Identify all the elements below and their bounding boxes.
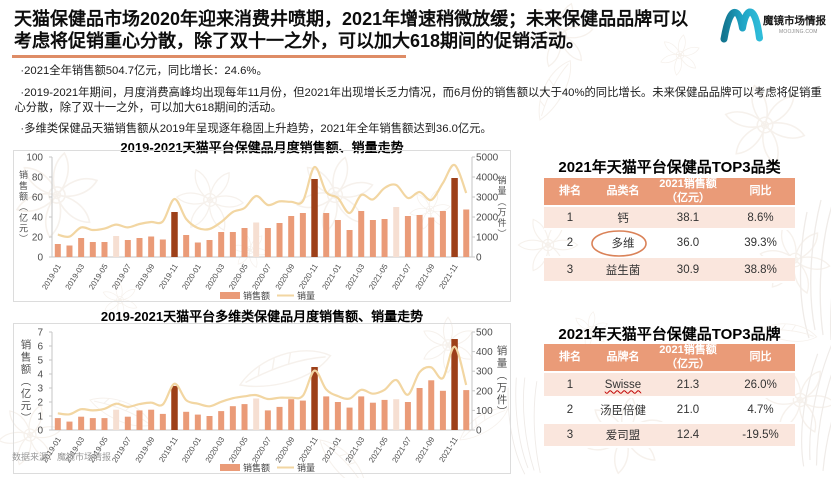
- svg-text:0: 0: [37, 426, 43, 437]
- svg-text:2021-11: 2021-11: [437, 262, 459, 291]
- svg-text:20: 20: [32, 233, 44, 244]
- svg-text:2021-01: 2021-01: [320, 435, 343, 464]
- svg-text:︶: ︶: [19, 234, 28, 244]
- svg-text:︶: ︶: [497, 229, 506, 239]
- svg-text:2020-01: 2020-01: [180, 262, 203, 291]
- svg-text:2021-09: 2021-09: [414, 262, 437, 291]
- svg-text:销量: 销量: [297, 290, 315, 301]
- svg-text:1: 1: [37, 412, 43, 423]
- svg-text:2020-11: 2020-11: [297, 435, 319, 464]
- svg-text:200: 200: [476, 386, 493, 397]
- svg-text:︵: ︵: [21, 376, 32, 388]
- svg-text:2020-05: 2020-05: [227, 262, 250, 292]
- svg-text:2020-03: 2020-03: [204, 262, 227, 291]
- svg-text:2021-07: 2021-07: [390, 435, 413, 464]
- svg-text:2019-07: 2019-07: [110, 435, 133, 464]
- svg-text:万: 万: [497, 208, 506, 218]
- svg-text:5000: 5000: [476, 153, 499, 164]
- svg-text:︶: ︶: [21, 412, 32, 424]
- svg-text:量: 量: [497, 357, 508, 369]
- svg-text:销售额: 销售额: [243, 290, 270, 301]
- svg-text:0: 0: [476, 253, 482, 264]
- svg-text:销: 销: [497, 344, 508, 357]
- svg-text:件: 件: [497, 217, 506, 228]
- svg-text:1000: 1000: [476, 233, 499, 244]
- svg-text:300: 300: [476, 367, 493, 378]
- svg-text:︵: ︵: [497, 370, 508, 382]
- svg-text:2020-11: 2020-11: [297, 262, 319, 291]
- svg-text:2020-03: 2020-03: [204, 435, 227, 464]
- svg-text:销量: 销量: [297, 462, 315, 473]
- svg-text:2019-07: 2019-07: [110, 262, 133, 291]
- svg-text:6: 6: [37, 342, 43, 353]
- svg-text:2019-09: 2019-09: [134, 435, 157, 464]
- svg-text:4: 4: [37, 370, 43, 381]
- svg-text:2021-09: 2021-09: [414, 435, 437, 464]
- svg-text:2019-05: 2019-05: [87, 262, 110, 292]
- svg-text:售: 售: [19, 180, 28, 191]
- svg-text:400: 400: [476, 347, 493, 358]
- svg-text:5: 5: [37, 356, 43, 367]
- svg-text:元: 元: [19, 224, 28, 234]
- svg-text:4000: 4000: [476, 173, 499, 184]
- svg-text:销: 销: [497, 174, 506, 185]
- svg-text:件: 件: [497, 394, 508, 406]
- svg-text:2021-03: 2021-03: [344, 262, 367, 291]
- svg-text:100: 100: [476, 406, 493, 417]
- svg-text:2021-05: 2021-05: [367, 262, 390, 292]
- svg-text:2019-09: 2019-09: [134, 262, 157, 291]
- svg-text:︵: ︵: [497, 197, 506, 207]
- svg-text:3000: 3000: [476, 193, 499, 204]
- svg-text:额: 额: [19, 191, 28, 202]
- svg-text:售: 售: [21, 350, 32, 363]
- svg-text:2019-01: 2019-01: [40, 262, 63, 291]
- svg-text:销: 销: [21, 338, 32, 351]
- svg-text:60: 60: [32, 193, 44, 204]
- svg-text:亿: 亿: [21, 387, 32, 400]
- svg-text:2019-03: 2019-03: [63, 262, 86, 291]
- svg-text:销: 销: [19, 169, 28, 180]
- svg-text:2020-05: 2020-05: [227, 435, 250, 465]
- svg-text:7: 7: [37, 328, 43, 339]
- svg-text:2: 2: [37, 398, 43, 409]
- svg-text:3: 3: [37, 384, 43, 395]
- svg-text:2020-01: 2020-01: [180, 435, 203, 464]
- svg-text:量: 量: [497, 186, 506, 196]
- svg-text:100: 100: [26, 153, 43, 164]
- svg-text:40: 40: [32, 213, 44, 224]
- svg-text:2021-03: 2021-03: [344, 435, 367, 464]
- svg-text:2021-07: 2021-07: [390, 262, 413, 291]
- svg-text:亿: 亿: [19, 212, 28, 223]
- svg-text:销售额: 销售额: [243, 462, 270, 473]
- svg-text:2020-07: 2020-07: [250, 262, 273, 291]
- svg-text:2021-01: 2021-01: [320, 262, 343, 291]
- svg-text:︶: ︶: [497, 406, 508, 418]
- svg-text:0: 0: [476, 426, 482, 437]
- svg-text:500: 500: [476, 328, 493, 339]
- svg-text:2019-11: 2019-11: [157, 262, 179, 291]
- svg-text:2000: 2000: [476, 213, 499, 224]
- svg-text:︵: ︵: [19, 202, 28, 212]
- svg-text:2021-05: 2021-05: [367, 435, 390, 465]
- svg-text:2021-11: 2021-11: [437, 435, 459, 464]
- svg-text:80: 80: [32, 173, 44, 184]
- svg-text:万: 万: [497, 382, 508, 394]
- svg-text:0: 0: [37, 253, 43, 264]
- svg-text:2020-09: 2020-09: [274, 435, 297, 464]
- svg-text:额: 额: [21, 363, 32, 376]
- svg-text:2020-09: 2020-09: [274, 262, 297, 291]
- svg-text:2019-11: 2019-11: [157, 435, 179, 464]
- svg-text:2020-07: 2020-07: [250, 435, 273, 464]
- svg-text:元: 元: [21, 400, 32, 412]
